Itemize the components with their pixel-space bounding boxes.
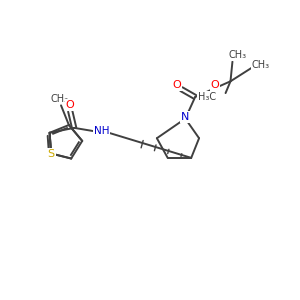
Text: CH₃: CH₃ xyxy=(228,50,246,60)
Text: NH: NH xyxy=(94,126,110,136)
Text: N: N xyxy=(181,112,190,122)
Text: O: O xyxy=(210,80,219,90)
Text: H₃C: H₃C xyxy=(198,92,216,102)
Text: CH₃: CH₃ xyxy=(252,60,270,70)
Text: O: O xyxy=(172,80,181,90)
Text: O: O xyxy=(66,100,75,110)
Text: CH₃: CH₃ xyxy=(51,94,69,103)
Text: S: S xyxy=(47,148,55,158)
